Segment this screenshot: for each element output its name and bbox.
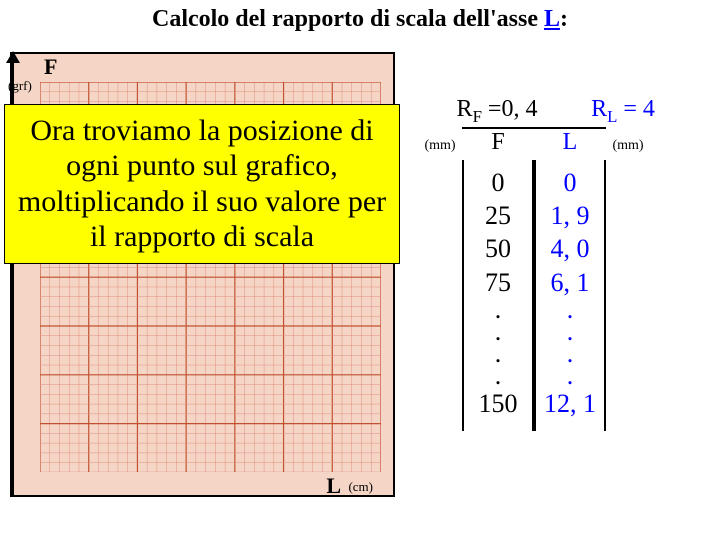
y-axis-unit: (grf) — [8, 78, 32, 94]
table-header: (mm) F L (mm) — [418, 127, 702, 156]
data-table: RF =0, 4 RL = 4 (mm) F L (mm) 0255075...… — [418, 96, 702, 431]
x-axis-label: L — [326, 473, 341, 499]
col-header-L: L — [534, 127, 606, 156]
rf-label: RF =0, 4 — [437, 96, 557, 127]
y-axis-label: F — [44, 54, 57, 80]
mm-left: (mm) — [418, 138, 462, 154]
col-header-F: F — [462, 127, 534, 156]
page-title: Calcolo del rapporto di scala dell'asse … — [0, 0, 720, 37]
y-arrow-icon — [6, 51, 20, 63]
callout-box: Ora troviamo la posizione di ogni punto … — [4, 104, 400, 264]
col-data-L: 01, 94, 06, 1....12, 1 — [534, 160, 606, 431]
rl-label: RL = 4 — [563, 96, 683, 127]
x-axis-unit: (cm) — [348, 479, 373, 495]
col-data-F: 0255075....150 — [462, 160, 534, 431]
mm-right: (mm) — [606, 138, 650, 154]
